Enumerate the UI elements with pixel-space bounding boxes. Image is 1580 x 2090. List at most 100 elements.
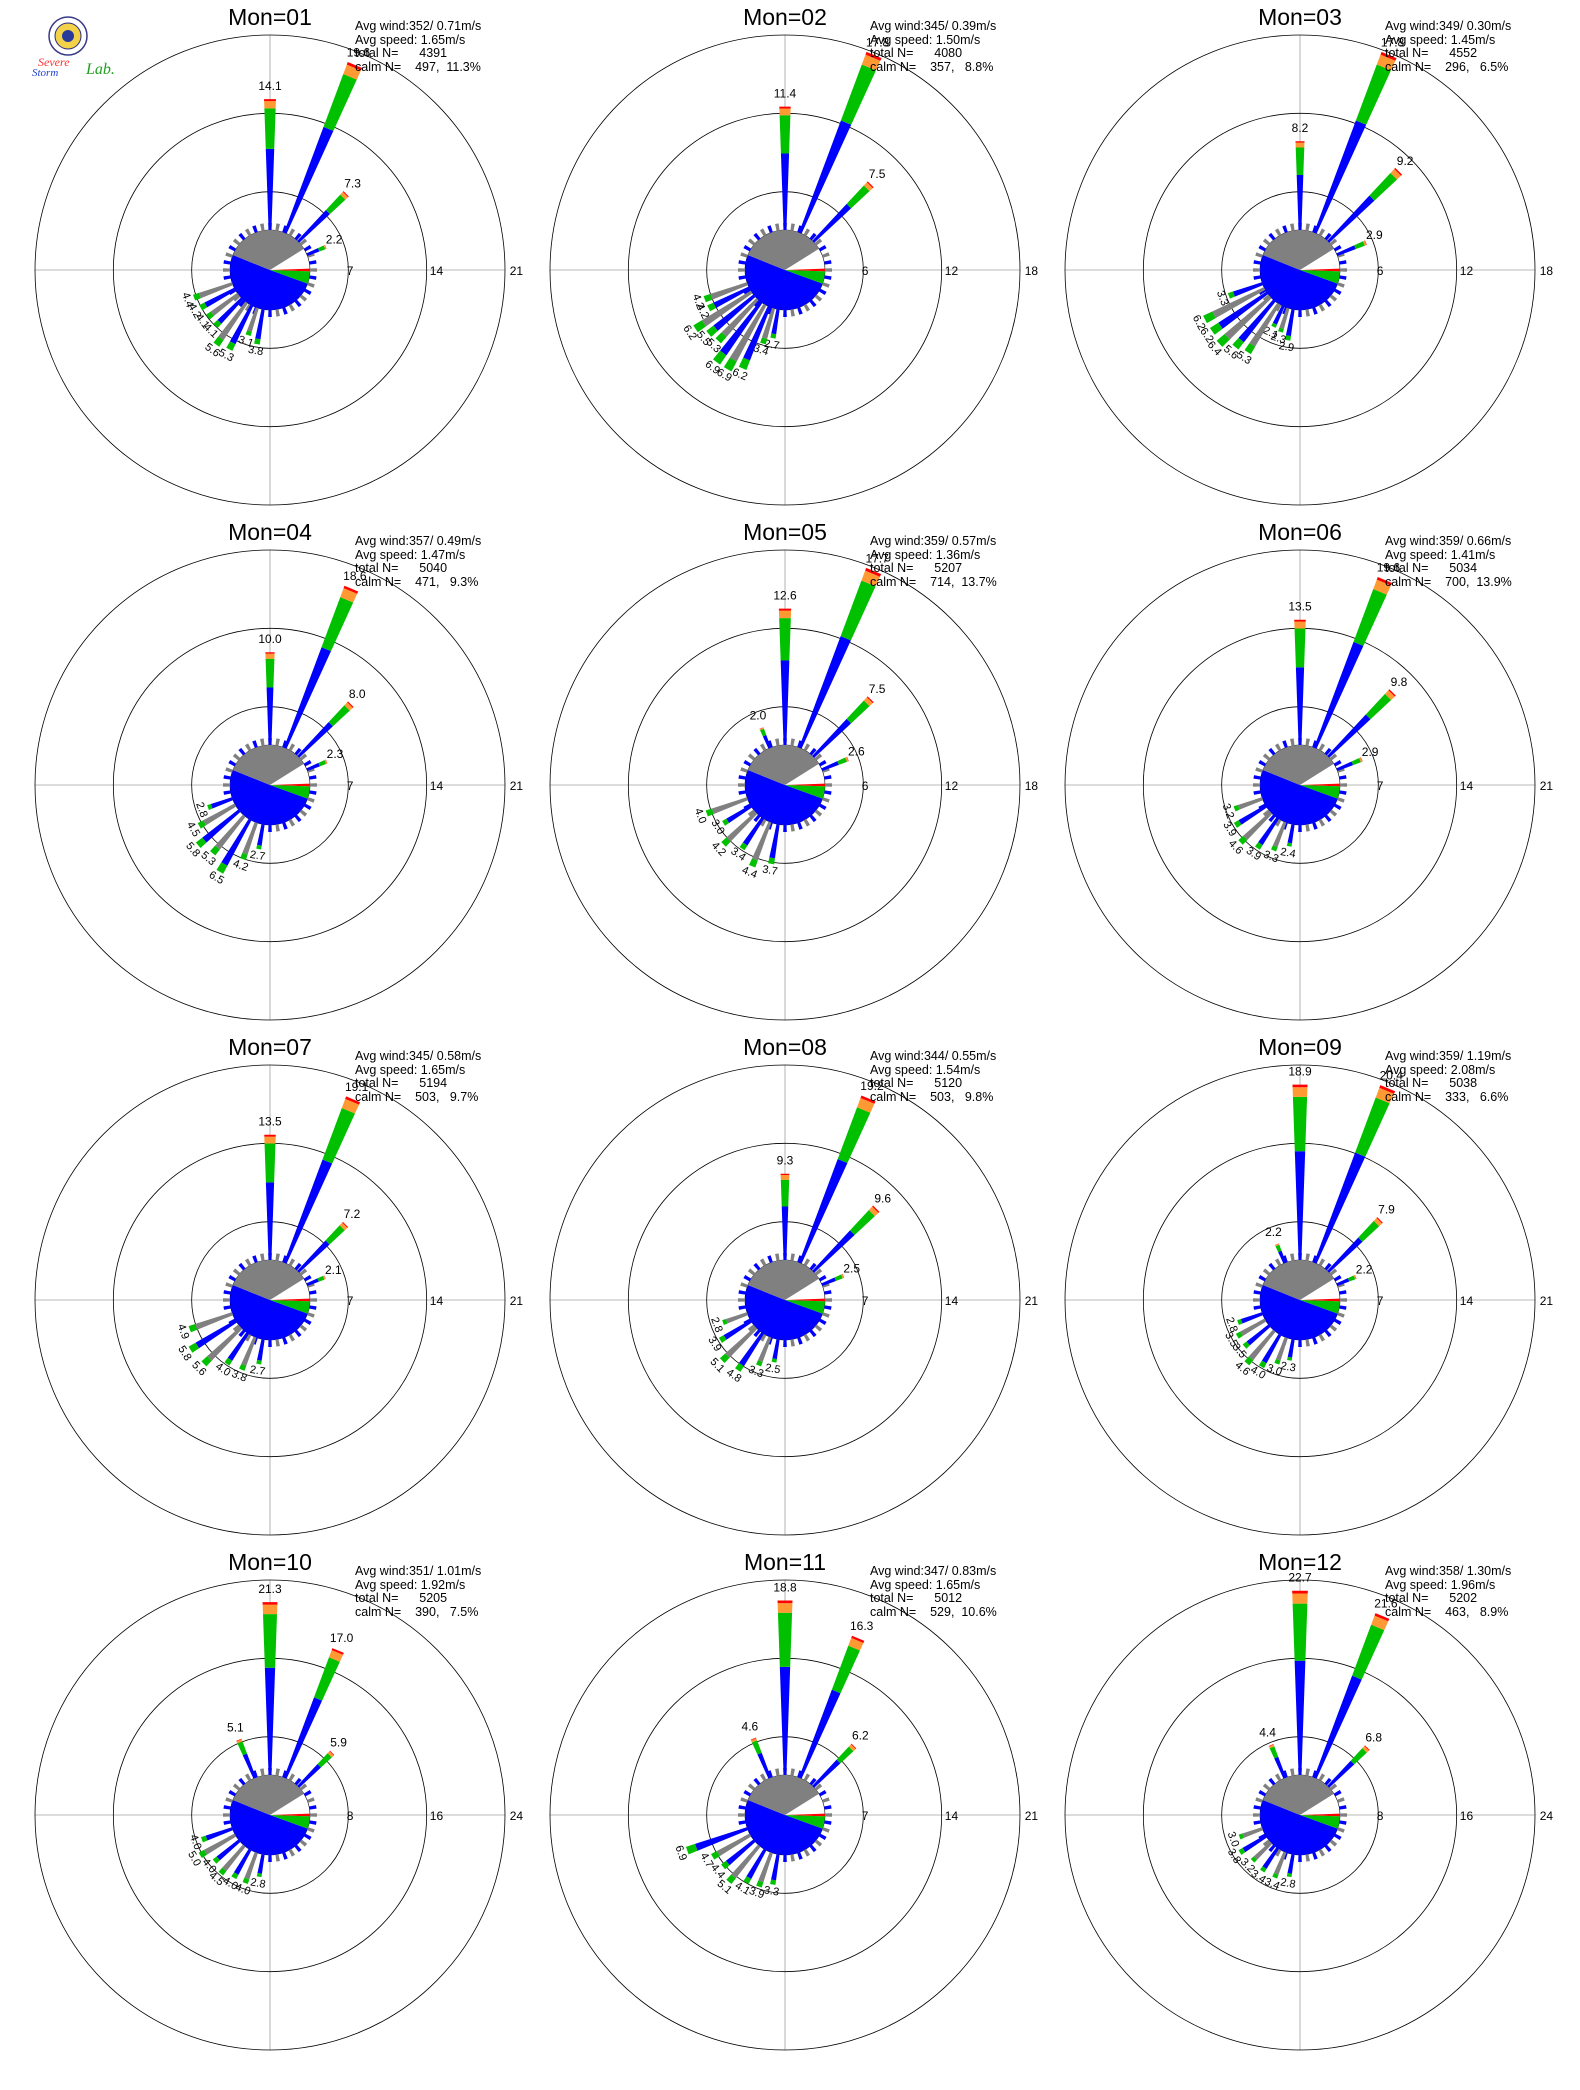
windrose-bar [233,1848,252,1875]
windrose-bar [1274,1243,1279,1246]
bar-value-label: 3.8 [230,1368,249,1385]
windrose-bar [325,759,328,764]
windrose-bar [1292,1593,1308,1604]
direction-tick [1333,1789,1342,1797]
ring-circle [34,1579,506,2051]
hub-sector-gray [232,229,304,270]
windrose-bar [193,292,201,301]
direction-tick [1253,1813,1261,1817]
direction-tick [1305,738,1310,746]
windrose-bar [1287,824,1295,844]
ring-circle [1064,549,1536,1021]
direction-tick [309,1805,317,1810]
direction-tick [1329,1839,1338,1847]
windrose-bar [777,1600,793,1604]
bar-value-label: 2.9 [1362,745,1379,759]
windrose-bar [340,191,349,200]
direction-tick [814,809,823,817]
windrose-bar [850,1743,857,1750]
windrose-bar [213,336,224,347]
windrose-bar [1279,307,1290,330]
windrose-bar [848,1637,864,1651]
windrose-bar [861,570,880,587]
direction-tick [228,759,237,767]
windrose-bar [203,803,237,826]
bar-value-label: 2.1 [325,1263,342,1277]
bar-value-label: 21.6 [1374,1597,1398,1611]
bar-value-label: 4.0 [234,1881,252,1898]
windrose-bar [324,759,328,765]
windrose-bar [1336,245,1356,256]
windrose-bar [751,1740,762,1755]
windrose-bar [1355,64,1391,125]
windrose-bar [1242,1827,1263,1838]
direction-tick [818,288,827,296]
direction-tick [1324,814,1332,823]
panel-title: Mon=06 [1258,519,1342,545]
bar-value-label: 8.2 [1292,121,1309,135]
windrose-bar [284,1697,323,1779]
direction-tick [775,1253,780,1261]
windrose-bar [848,1744,856,1752]
direction-tick [814,753,823,761]
direction-tick [225,252,233,258]
direction-tick [1339,1805,1347,1810]
direction-tick [299,294,308,302]
windrose-bar [757,1336,772,1363]
windrose-bar [1314,641,1364,749]
direction-tick [809,1329,817,1338]
direction-tick [818,1274,827,1282]
windrose-bar [317,1753,332,1768]
direction-tick [1298,824,1302,832]
direction-tick [767,225,773,233]
direction-tick [260,738,265,746]
windrose-bar [199,302,208,311]
bar-value-label: 18.6 [343,569,367,583]
direction-tick [1253,275,1261,280]
direction-tick [1318,743,1326,752]
direction-tick [1329,753,1338,761]
bar-value-label: 2.7 [249,849,266,863]
windrose-bar [777,1603,793,1613]
windrose-bar [1314,1675,1362,1779]
bar-value-label: 7.5 [869,167,886,181]
windrose-bar [779,1666,791,1776]
bar-value-label: 3.3 [1262,849,1281,866]
bar-value-label: 17.7 [865,552,889,566]
direction-tick [738,790,746,795]
direction-tick [309,790,317,795]
direction-tick [252,225,258,233]
direction-tick [753,1777,761,1786]
bar-value-label: 4.0 [692,807,709,825]
windrose-panel: 7 14 21 14.1 19.6 7.3 2.2 3.8 3.1 5.3 5.6 4.1 4.1 4.2… [10,4,530,530]
windrose-bar [710,282,748,300]
bar-value-label: 3.3 [747,1364,766,1381]
windrose-bar [1295,142,1305,148]
windrose-bar [769,824,780,859]
hub-sector-red [270,268,310,272]
windrose-bar [1327,714,1371,758]
direction-tick [803,303,811,312]
windrose-bar [216,1839,241,1861]
windrose-bar [743,1876,752,1885]
ring-circle [549,549,1021,1021]
direction-tick [299,238,308,246]
direction-tick [822,252,830,258]
direction-tick [232,753,241,761]
windrose-bar [1212,287,1266,319]
bar-value-label: 8.0 [349,687,366,701]
windrose-bar [1248,1329,1276,1361]
direction-tick [223,1820,231,1825]
ring-circle [549,1579,1021,2051]
windrose-panel: 7 14 21 9.3 19.2 9.6 2.5 2.5 3.3 4.8 5.1 3.9 2.8 Mon=… [525,1034,1045,1560]
direction-tick [1333,244,1342,252]
windrose-bar [1254,842,1263,850]
direction-tick [303,288,312,296]
windrose-bar [347,701,354,708]
direction-tick [1253,1820,1261,1825]
bar-value-label: 2.3 [327,747,344,761]
direction-tick [738,1290,746,1295]
windrose-bar [1275,1243,1280,1247]
direction-tick [1337,1312,1345,1318]
